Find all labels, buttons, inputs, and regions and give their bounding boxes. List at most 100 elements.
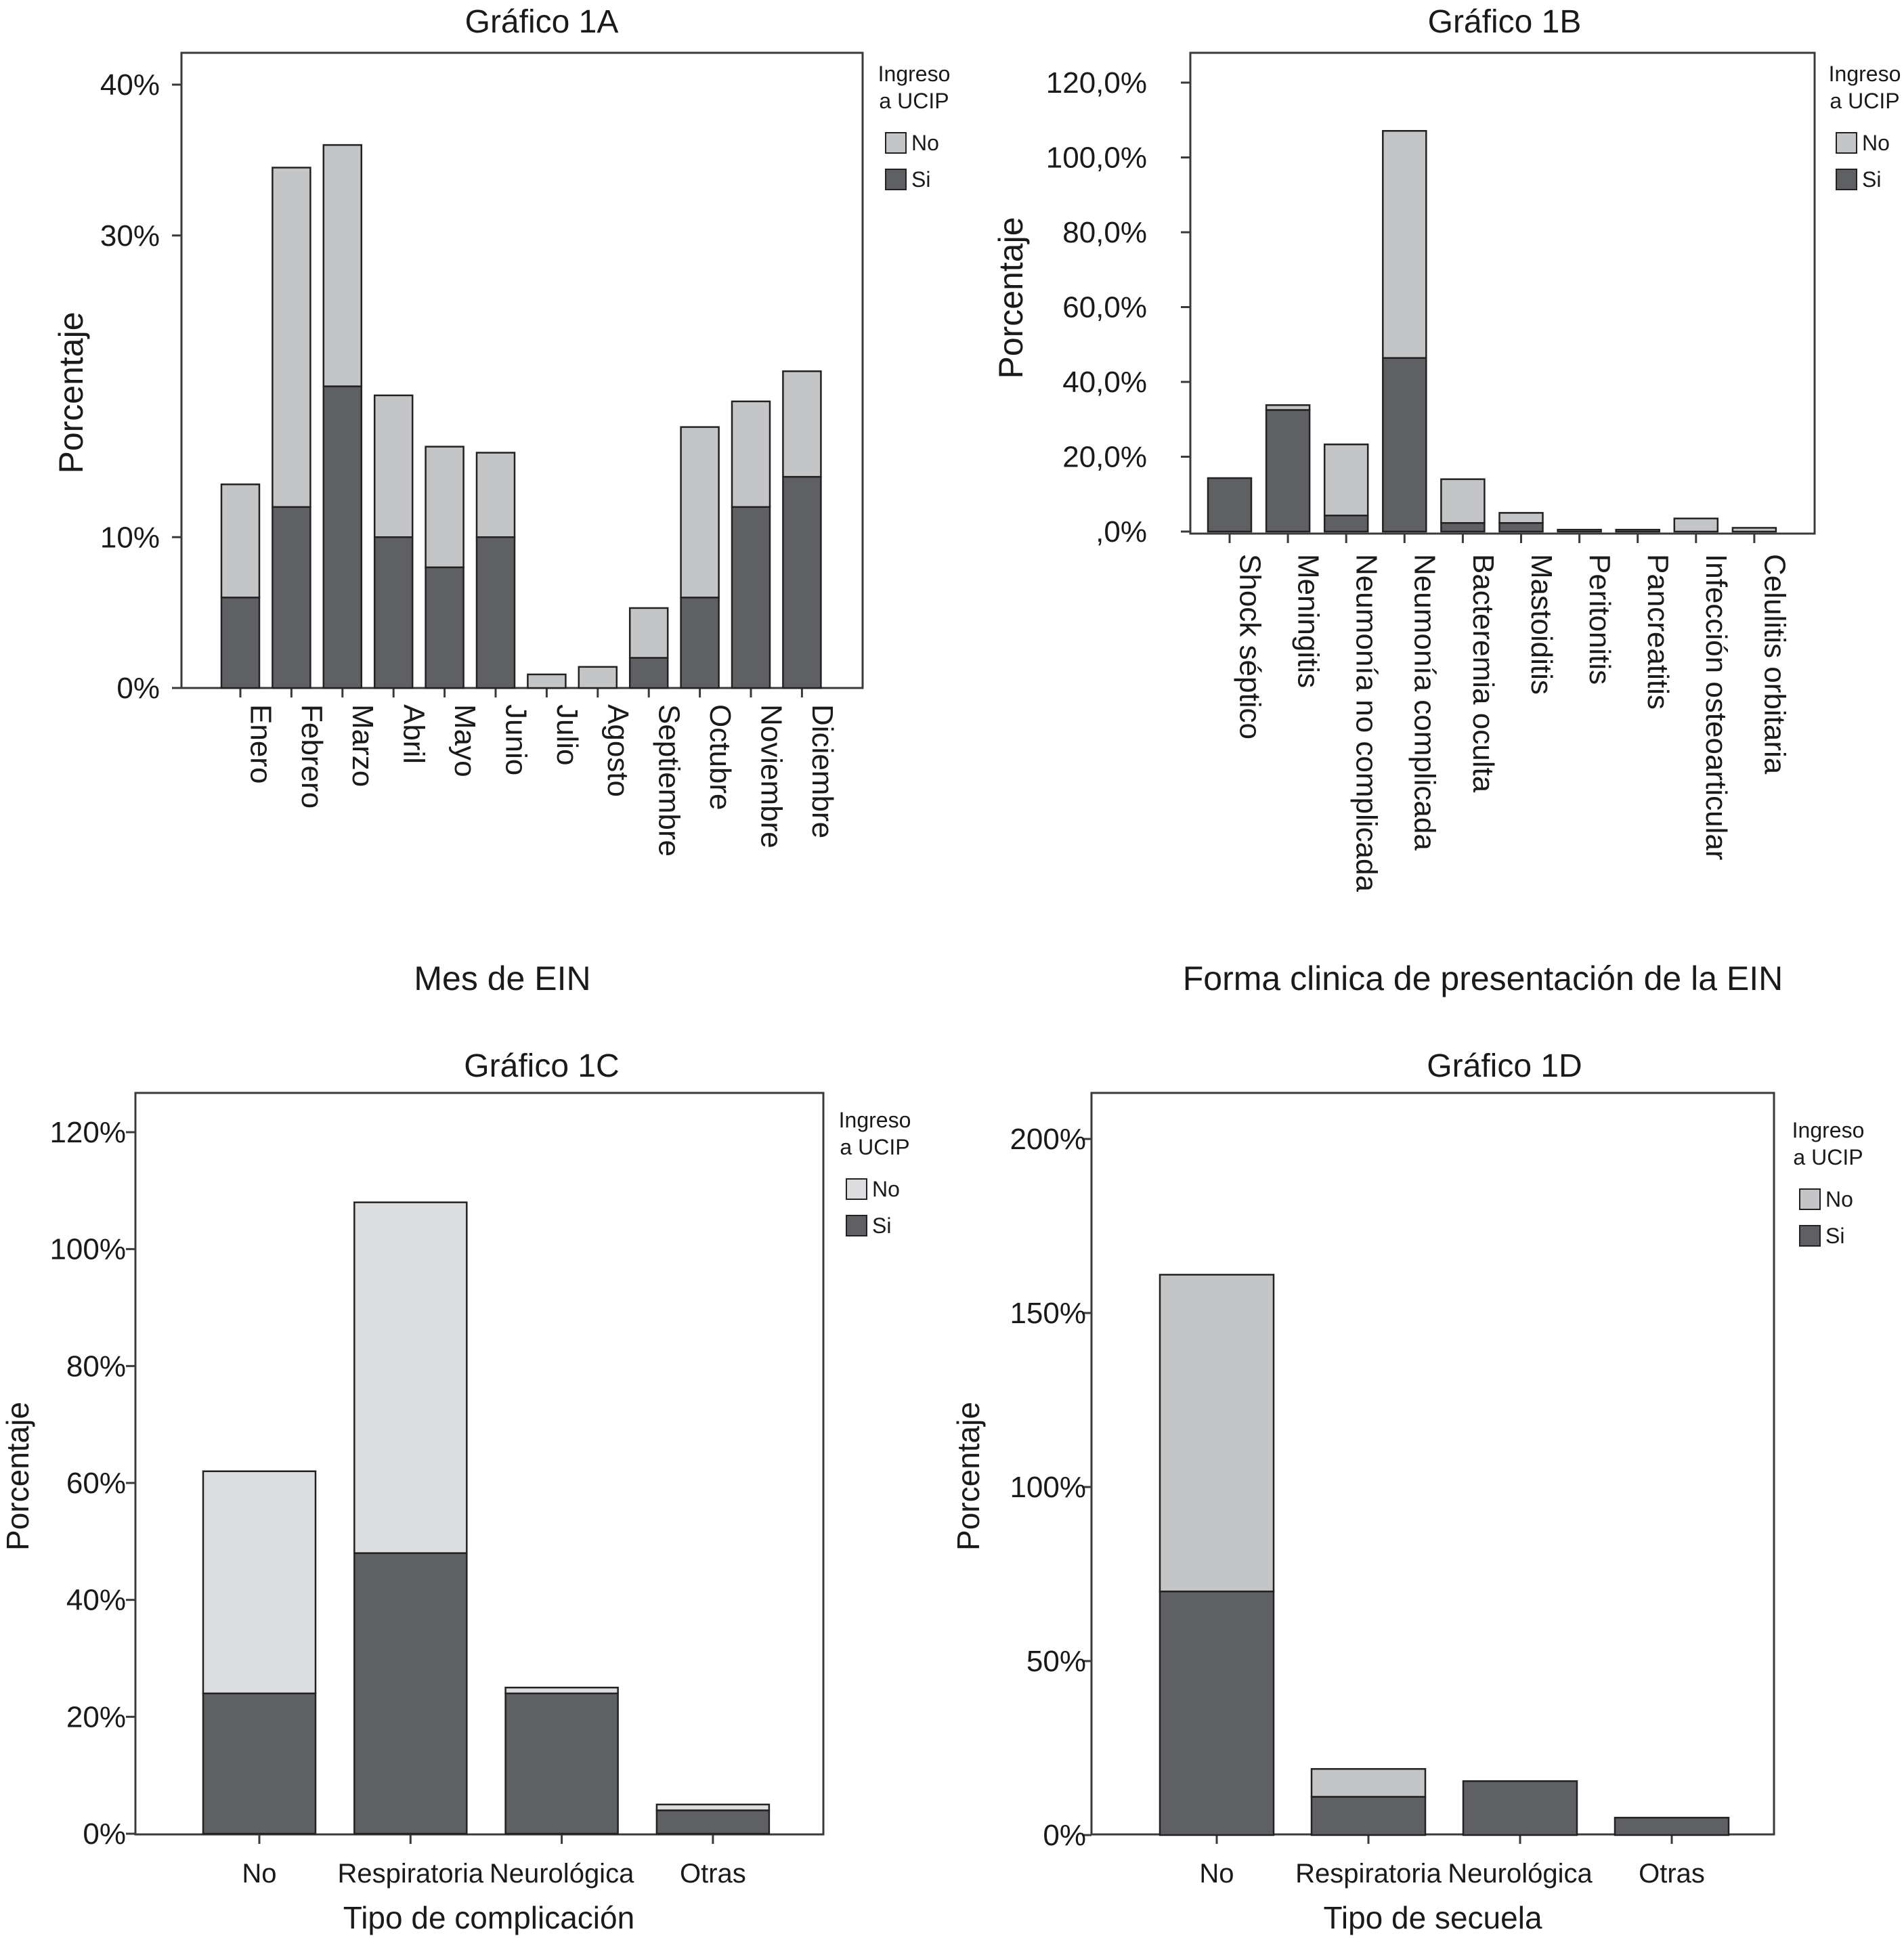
bar-no [1265, 404, 1311, 411]
x-tick-label: Respiratoria [337, 1859, 483, 1889]
bar-no [731, 400, 771, 508]
bar-si [1498, 522, 1544, 533]
bar-si [272, 506, 311, 689]
x-tick-label: No [242, 1859, 276, 1889]
bar-si [1310, 1796, 1427, 1836]
legend-swatch-si [1799, 1225, 1821, 1247]
bar-si [475, 536, 516, 689]
chart-1B: Gráfico 1B ,0% 20,0% 40,0% 60,0% 80,0% 100,0% 1… [992, 4, 1901, 997]
x-axis-label: Mes de EIN [414, 960, 590, 997]
y-tick-label: 20% [66, 1700, 126, 1734]
plot-frame [1189, 51, 1816, 535]
y-tick-label: 60,0% [1062, 291, 1147, 324]
bar-no [578, 666, 618, 689]
x-tick-label: No [1199, 1859, 1234, 1889]
bar-no [425, 446, 464, 569]
bar-si [322, 385, 363, 689]
legend-label-no: No [911, 131, 939, 155]
bar-no [1498, 512, 1544, 524]
chart-title: Gráfico 1D [1427, 1048, 1582, 1084]
legend-label-si: Si [872, 1213, 891, 1238]
y-axis-label: Porcentaje [992, 217, 1030, 379]
bar-si [353, 1552, 468, 1835]
x-tick-label: Neurológica [490, 1859, 634, 1889]
bar-no [504, 1686, 619, 1695]
y-tick-label: 50% [1026, 1645, 1086, 1678]
x-tick-label: Celulitis orbitaria [1758, 554, 1791, 775]
y-tick-label: 100,0% [1046, 142, 1147, 175]
bar-si [425, 566, 464, 689]
bar-si [1462, 1780, 1578, 1836]
bar-no [353, 1201, 468, 1554]
x-tick-label: Agosto [601, 704, 634, 797]
bar-si [373, 536, 414, 689]
legend-title: Ingreso [839, 1108, 911, 1132]
legend-label-no: No [1862, 131, 1890, 155]
bar-no [202, 1470, 317, 1695]
legend-label-no: No [1825, 1187, 1853, 1211]
y-tick-label: 120% [49, 1116, 126, 1149]
y-tick-label: ,0% [1096, 515, 1147, 548]
legend-label-si: Si [911, 167, 930, 192]
bar-si [782, 475, 822, 689]
y-axis-label: Porcentaje [0, 1402, 35, 1551]
x-tick-label: Neumonía complicada [1408, 554, 1442, 850]
legend-swatch-si [1836, 169, 1857, 190]
legend-swatch-no [846, 1178, 867, 1200]
y-tick-label: 80% [66, 1350, 126, 1383]
bar-si [504, 1692, 619, 1835]
bar-no [1382, 130, 1427, 359]
legend-title: Ingreso [1829, 62, 1901, 86]
legend: Ingreso a UCIP No Si [878, 62, 951, 192]
legend: Ingreso a UCIP No Si [1792, 1118, 1865, 1248]
bar-si [1323, 514, 1369, 533]
bar-si [1159, 1590, 1275, 1836]
legend-title: a UCIP [1793, 1145, 1863, 1169]
bar-no [527, 673, 567, 689]
legend-swatch-no [1836, 132, 1857, 154]
y-tick-label: 40% [100, 68, 160, 102]
plot-frame [180, 51, 864, 689]
x-tick-label: Respiratoria [1295, 1859, 1442, 1889]
chart-title: Gráfico 1B [1428, 4, 1582, 40]
bar-si [1265, 409, 1311, 533]
y-axis-label: Porcentaje [951, 1402, 986, 1551]
x-axis-label: Tipo de secuela [1323, 1900, 1542, 1935]
chart-1C: Gráfico 1C 0% 20% 40% 60% 80% 100% 120% Porcenta… [0, 1048, 911, 1935]
y-tick-label: 120,0% [1046, 66, 1147, 100]
bar-no [1323, 444, 1369, 517]
x-tick-label: Marzo [346, 704, 379, 787]
bar-si [220, 597, 261, 689]
y-tick-label: 100% [49, 1233, 126, 1266]
y-tick-label: 60% [66, 1467, 126, 1500]
x-tick-label: Noviembre [754, 704, 787, 848]
x-axis-label: Forma clinica de presentación de la EIN [1183, 960, 1783, 997]
x-tick-label: Otras [680, 1859, 746, 1889]
legend-title: a UCIP [879, 89, 949, 113]
bar-no [1673, 517, 1719, 533]
y-tick-label: 20,0% [1062, 441, 1147, 474]
y-axis-label: Porcentaje [52, 311, 90, 473]
legend-label-si: Si [1825, 1224, 1844, 1248]
plot-frame [134, 1092, 825, 1836]
y-tick-label: 30% [100, 219, 160, 253]
x-tick-label: Neurológica [1448, 1859, 1593, 1889]
x-tick-label: Bacteremia oculta [1467, 554, 1500, 793]
bar-si [1440, 522, 1486, 533]
x-axis-label: Tipo de complicación [343, 1900, 634, 1935]
bar-si [655, 1809, 771, 1835]
bar-si [1614, 1817, 1730, 1836]
y-tick-label: 40% [66, 1584, 126, 1617]
x-tick-label: Enero [244, 704, 277, 783]
bar-no [782, 370, 822, 478]
bar-no [322, 144, 363, 387]
bar-si [1382, 357, 1427, 533]
bar-si [628, 657, 669, 689]
bar-no [373, 394, 414, 538]
x-tick-label: Meningitis [1292, 554, 1325, 688]
y-tick-label: 200% [1010, 1123, 1086, 1156]
bar-no [628, 607, 669, 659]
bar-no [1731, 527, 1777, 533]
bar-no [1310, 1768, 1427, 1798]
x-tick-label: Peritonitis [1583, 554, 1616, 685]
